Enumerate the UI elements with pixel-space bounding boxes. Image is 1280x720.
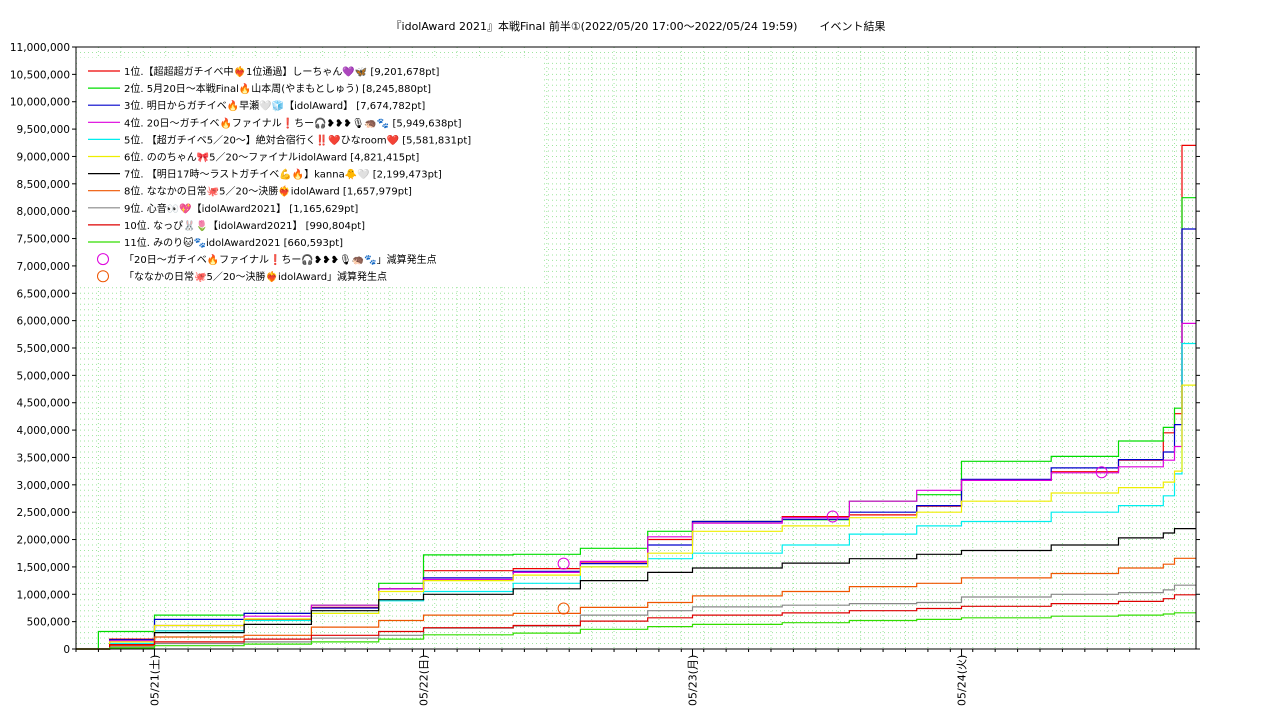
- y-tick-label: 2,500,000: [17, 507, 70, 519]
- legend-label-4: 4位. 20日〜ガチイベ🔥ファイナル❗️ちー🎧❥❥❥🎙🦔🐾 [5,949,638…: [124, 116, 462, 129]
- y-tick-label: 3,500,000: [17, 452, 70, 464]
- chart-title: 『idolAward 2021』本戦Final 前半①(2022/05/20 1…: [391, 19, 886, 33]
- series-line-11: [76, 612, 1196, 650]
- decrease-marker-2: [557, 602, 570, 615]
- marker-layer: [557, 466, 1108, 615]
- legend-box: [80, 58, 542, 284]
- y-tick-label: 11,000,000: [10, 42, 70, 54]
- y-tick-label: 4,500,000: [17, 398, 70, 410]
- y-tick-label: 7,500,000: [17, 234, 70, 246]
- y-tick-label: 8,000,000: [17, 206, 70, 218]
- y-tick-label: 5,000,000: [17, 370, 70, 382]
- series-line-5: [76, 342, 1196, 650]
- legend-marker-swatch-1: [97, 253, 109, 266]
- legend-label-7: 7位. 【明日17時〜ラストガチイベ💪🔥】kanna🐥🤍 [2,199,473p…: [124, 168, 442, 181]
- y-tick-label: 9,000,000: [17, 151, 70, 163]
- legend-label-8: 8位. ななかの日常🐙5／20〜決勝❤️‍🔥idolAward [1,657,9…: [124, 185, 412, 198]
- y-tick-label: 1,500,000: [17, 562, 70, 574]
- x-axis: 05/21(土) 05/22(日) 05/23(月) 05/24(火): [75, 649, 1176, 706]
- decrease-marker-1: [557, 557, 570, 570]
- decrease-marker-1: [1095, 466, 1108, 479]
- series-line-6: [76, 384, 1196, 650]
- series-line-4: [76, 322, 1196, 650]
- y-tick-label: 5,500,000: [17, 343, 70, 355]
- legend: 1位.【超超超ガチイベ中❤️‍🔥1位通過】しーちゃん💜🦋 [9,201,678p…: [80, 58, 542, 284]
- y-tick-label: 0: [63, 644, 70, 656]
- series-line-7: [76, 528, 1196, 650]
- legend-label-1: 1位.【超超超ガチイベ中❤️‍🔥1位通過】しーちゃん💜🦋 [9,201,678p…: [124, 65, 439, 78]
- legend-label-6: 6位. ののちゃん🎀5／20〜ファイナルidolAward [4,821,415…: [124, 151, 419, 164]
- x-tick-label: 05/24(火): [956, 655, 969, 706]
- decrease-marker-1: [826, 510, 839, 523]
- legend-label-9: 9位. 心音👀💖【idolAward2021】 [1,165,629pt]: [124, 202, 358, 215]
- x-tick-label: 05/23(月): [687, 655, 700, 706]
- series-line-10: [76, 594, 1196, 650]
- y-tick-label: 8,500,000: [17, 179, 70, 191]
- x-tick-label: 05/21(土): [148, 655, 161, 706]
- legend-label-10: 10位. なっぴ🐰🌷【idolAward2021】 [990,804pt]: [124, 219, 365, 232]
- y-tick-label: 10,000,000: [10, 97, 70, 109]
- legend-marker-label-1: 「20日〜ガチイベ🔥ファイナル❗️ちー🎧❥❥❥🎙🦔🐾」減算発生点: [124, 253, 437, 266]
- y-tick-label: 500,000: [27, 617, 70, 629]
- series-layer: [76, 144, 1196, 650]
- legend-marker-swatch-2: [97, 270, 109, 283]
- y-axis: 0 500,000 1,000,000 1,500,000 2,000,000 2,500…: [10, 42, 1200, 656]
- legend-label-2: 2位. 5月20日〜本戦Final🔥山本周(やまもとしゅう) [8,245,88…: [124, 82, 431, 95]
- y-tick-label: 3,000,000: [17, 480, 70, 492]
- y-tick-label: 6,000,000: [17, 316, 70, 328]
- y-tick-label: 2,000,000: [17, 535, 70, 547]
- y-tick-label: 4,000,000: [17, 425, 70, 437]
- y-tick-label: 9,500,000: [17, 124, 70, 136]
- legend-label-3: 3位. 明日からガチイベ🔥早瀬🤍🧊【idolAward】 [7,674,782p…: [124, 99, 425, 112]
- legend-marker-label-2: 「ななかの日常🐙5／20〜決勝❤️‍🔥idolAward」減算発生点: [124, 270, 387, 283]
- y-tick-label: 1,000,000: [17, 589, 70, 601]
- x-tick-label: 05/22(日): [417, 655, 430, 706]
- y-tick-label: 10,500,000: [10, 69, 70, 81]
- legend-label-11: 11位. みのり🐱🐾idolAward2021 [660,593pt]: [124, 236, 343, 249]
- legend-label-5: 5位. 【超ガチイベ5／20〜】絶対合宿行く‼️❤️ひなroom❤️ [5,58…: [124, 133, 471, 146]
- y-tick-label: 7,000,000: [17, 261, 70, 273]
- series-line-8: [76, 557, 1196, 650]
- y-tick-label: 6,500,000: [17, 288, 70, 300]
- series-line-9: [76, 584, 1196, 650]
